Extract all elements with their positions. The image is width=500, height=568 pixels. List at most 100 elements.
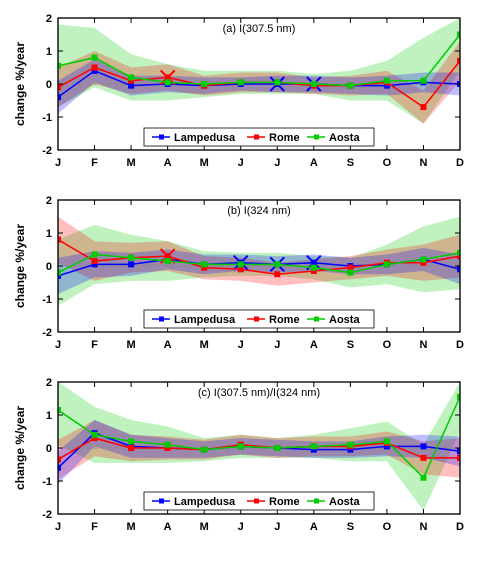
- data-marker: [238, 444, 243, 449]
- data-marker: [129, 439, 134, 444]
- xtick-label: A: [310, 521, 318, 533]
- ytick-label: 0: [46, 443, 52, 455]
- ytick-label: -1: [42, 294, 52, 306]
- xtick-label: S: [347, 339, 354, 351]
- data-marker: [129, 262, 134, 267]
- data-marker: [384, 78, 389, 83]
- xtick-label: J: [274, 521, 280, 533]
- legend-label-aosta: Aosta: [329, 314, 360, 326]
- data-marker: [92, 259, 97, 264]
- ytick-label: 1: [46, 46, 52, 58]
- data-marker: [202, 447, 207, 452]
- data-marker: [384, 439, 389, 444]
- data-marker: [311, 444, 316, 449]
- xtick-label: F: [91, 339, 98, 351]
- data-marker: [129, 83, 134, 88]
- xtick-label: M: [127, 339, 136, 351]
- data-marker: [275, 262, 280, 267]
- data-marker: [238, 262, 243, 267]
- ytick-label: -2: [42, 145, 52, 157]
- xtick-label: A: [164, 339, 172, 351]
- data-marker: [129, 446, 134, 451]
- legend: Lampedusa Rome Aosta: [144, 128, 374, 146]
- data-marker: [202, 82, 207, 87]
- legend-label-aosta: Aosta: [329, 132, 360, 144]
- legend-label-lampedusa: Lampedusa: [174, 496, 236, 508]
- data-marker: [421, 78, 426, 83]
- xtick-label: O: [383, 157, 392, 169]
- xtick-label: M: [200, 157, 209, 169]
- xtick-label: J: [55, 339, 61, 351]
- data-marker: [92, 432, 97, 437]
- legend-label-rome: Rome: [269, 314, 300, 326]
- legend-label-rome: Rome: [269, 132, 300, 144]
- data-marker: [92, 65, 97, 70]
- xtick-label: N: [419, 339, 427, 351]
- ytick-label: 2: [46, 13, 52, 25]
- data-marker: [421, 455, 426, 460]
- xtick-label: A: [164, 521, 172, 533]
- ytick-label: -1: [42, 112, 52, 124]
- panel-title: (c) I(307.5 nm)/I(324 nm): [198, 387, 320, 399]
- legend: Lampedusa Rome Aosta: [144, 492, 374, 510]
- data-marker: [384, 262, 389, 267]
- data-marker: [311, 265, 316, 270]
- data-marker: [92, 55, 97, 60]
- ytick-label: 1: [46, 410, 52, 422]
- xtick-label: O: [383, 339, 392, 351]
- data-marker: [348, 265, 353, 270]
- data-marker: [165, 80, 170, 85]
- xtick-label: J: [274, 339, 280, 351]
- xtick-label: A: [164, 157, 172, 169]
- ytick-label: 0: [46, 261, 52, 273]
- xtick-label: N: [419, 157, 427, 169]
- legend-label-aosta: Aosta: [329, 496, 360, 508]
- chart-panel-b: -2-1012JFMAMJJASONDchange %/year(b) I(32…: [10, 192, 470, 362]
- y-axis-label: change %/year: [13, 224, 27, 308]
- legend-label-lampedusa: Lampedusa: [174, 132, 236, 144]
- xtick-label: J: [238, 521, 244, 533]
- xtick-label: M: [127, 521, 136, 533]
- data-marker: [165, 259, 170, 264]
- data-marker: [92, 252, 97, 257]
- panel-title: (a) I(307.5 nm): [223, 23, 296, 35]
- xtick-label: D: [456, 157, 464, 169]
- ytick-label: 2: [46, 377, 52, 389]
- panel-title: (b) I(324 nm): [227, 205, 291, 217]
- xtick-label: M: [200, 339, 209, 351]
- legend-label-rome: Rome: [269, 496, 300, 508]
- panel-c: -2-1012JFMAMJJASONDchange %/year(c) I(30…: [10, 374, 470, 544]
- data-marker: [421, 444, 426, 449]
- xtick-label: J: [238, 339, 244, 351]
- data-marker: [275, 80, 280, 85]
- xtick-label: N: [419, 521, 427, 533]
- xtick-label: F: [91, 521, 98, 533]
- y-axis-label: change %/year: [13, 42, 27, 126]
- data-marker: [311, 82, 316, 87]
- xtick-label: A: [310, 157, 318, 169]
- data-marker: [238, 267, 243, 272]
- data-marker: [129, 75, 134, 80]
- data-marker: [348, 83, 353, 88]
- data-marker: [238, 80, 243, 85]
- data-marker: [275, 446, 280, 451]
- chart-panel-a: -2-1012JFMAMJJASONDchange %/year(a) I(30…: [10, 10, 470, 180]
- data-marker: [275, 272, 280, 277]
- y-axis-label: change %/year: [13, 406, 27, 490]
- xtick-label: D: [456, 339, 464, 351]
- data-marker: [348, 442, 353, 447]
- panel-b: -2-1012JFMAMJJASONDchange %/year(b) I(32…: [10, 192, 470, 362]
- xtick-label: J: [274, 157, 280, 169]
- ytick-label: -1: [42, 476, 52, 488]
- legend-label-lampedusa: Lampedusa: [174, 314, 236, 326]
- data-marker: [421, 257, 426, 262]
- ytick-label: -2: [42, 327, 52, 339]
- data-marker: [421, 105, 426, 110]
- xtick-label: O: [383, 521, 392, 533]
- ytick-label: 0: [46, 79, 52, 91]
- xtick-label: S: [347, 157, 354, 169]
- legend: Lampedusa Rome Aosta: [144, 310, 374, 328]
- xtick-label: A: [310, 339, 318, 351]
- xtick-label: F: [91, 157, 98, 169]
- xtick-label: J: [55, 521, 61, 533]
